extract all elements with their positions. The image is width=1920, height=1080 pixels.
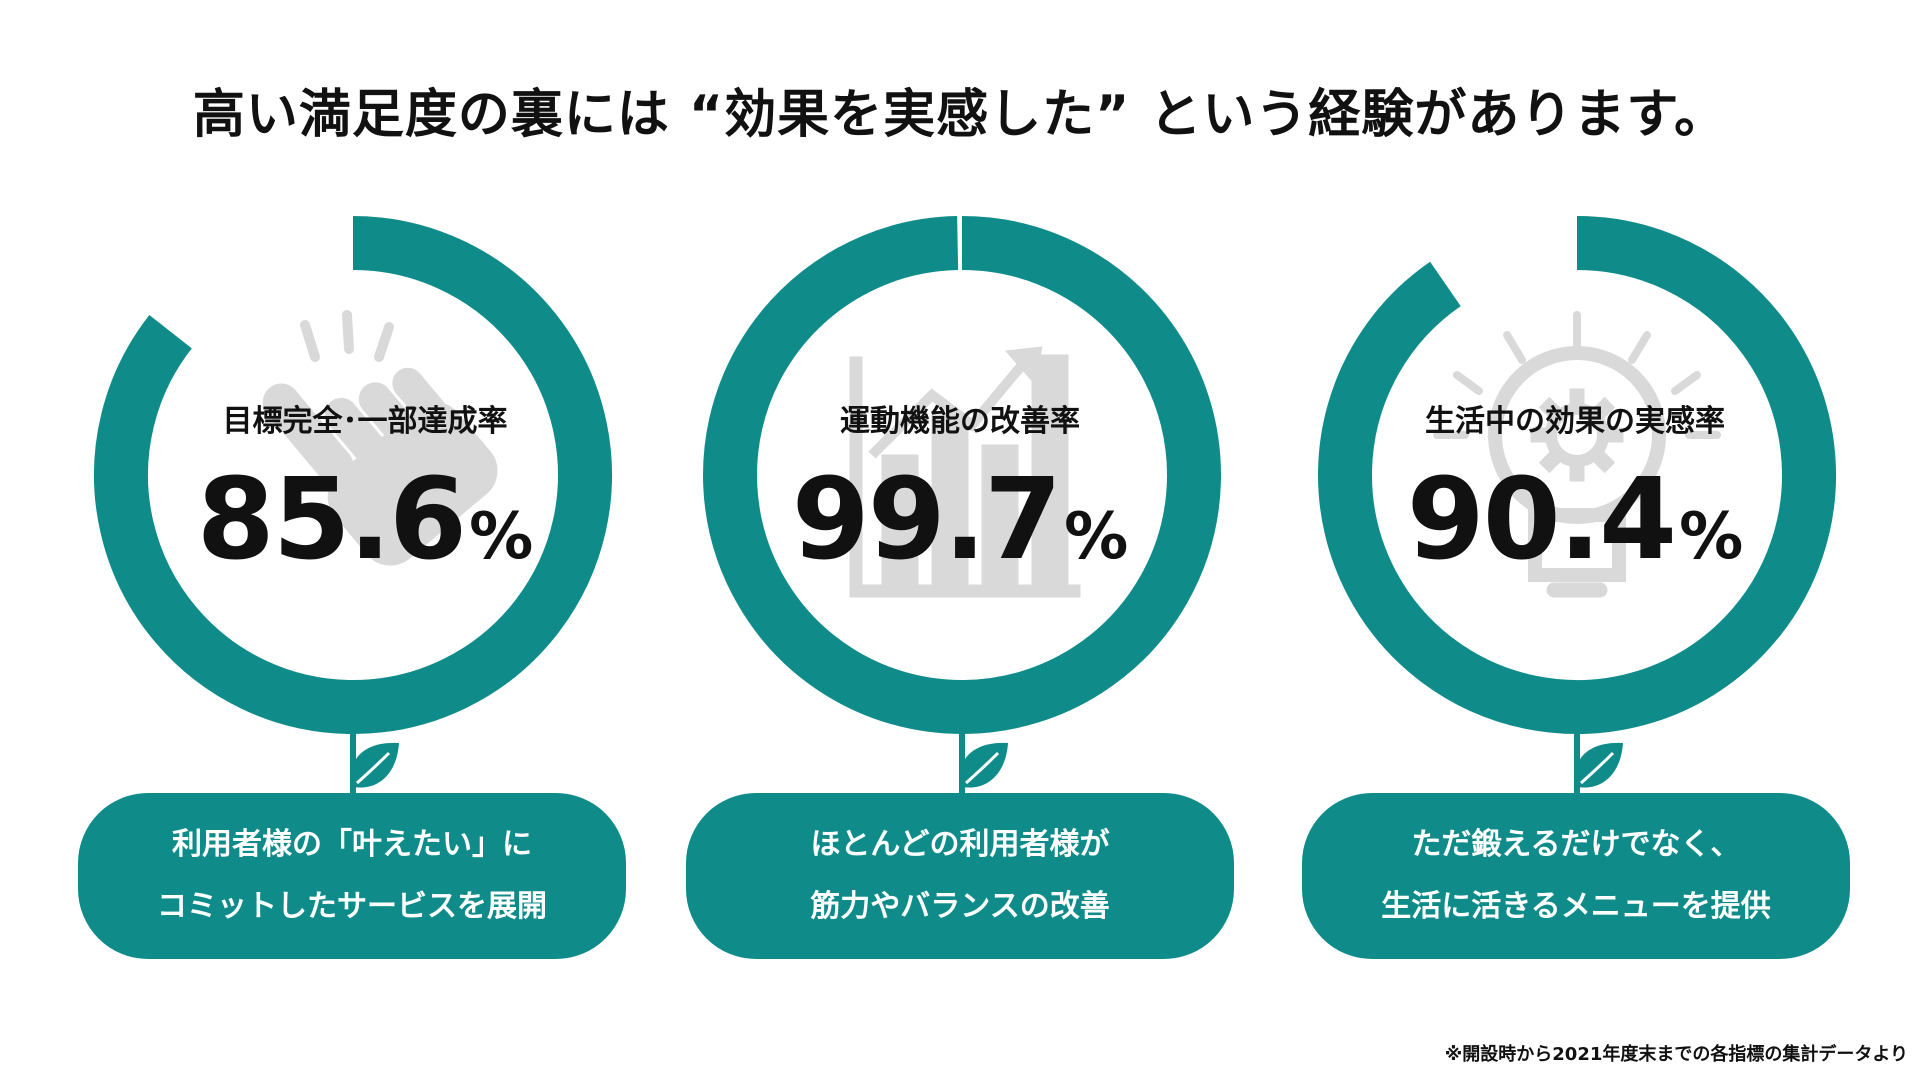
donut-ring xyxy=(1318,216,1836,734)
donut-ring xyxy=(94,216,612,734)
caption-pill: ただ鍛えるだけでなく、 生活に活きるメニューを提供 xyxy=(1302,793,1850,959)
leaf-icon xyxy=(1575,742,1623,788)
caption-line: コミットしたサービスを展開 xyxy=(157,889,547,924)
metric-value: 85.6% xyxy=(145,455,585,585)
metric-unit: % xyxy=(469,500,534,574)
footnote: ※開設時から2021年度末までの各指標の集計データより xyxy=(1444,1044,1908,1065)
metric-number: 85.6 xyxy=(196,455,467,585)
caption-line: 筋力やバランスの改善 xyxy=(810,889,1110,924)
page-title: 高い満足度の裏には “効果を実感した” という経験があります。 xyxy=(192,85,1728,145)
caption-line: 生活に活きるメニューを提供 xyxy=(1381,889,1771,924)
metric-value: 90.4% xyxy=(1355,455,1795,585)
hand-tap-icon xyxy=(262,310,498,566)
leaf-icon xyxy=(960,742,1008,788)
metric-value: 99.7% xyxy=(740,455,1180,585)
metric-number: 90.4 xyxy=(1406,455,1677,585)
caption-pill: ほとんどの利用者様が 筋力やバランスの改善 xyxy=(686,793,1234,959)
caption-line: 利用者様の「叶えたい」に xyxy=(172,827,532,862)
caption-pill: 利用者様の「叶えたい」に コミットしたサービスを展開 xyxy=(78,793,626,959)
metric-label: 目標完全･一部達成率 xyxy=(222,404,508,439)
metric-label: 運動機能の改善率 xyxy=(840,404,1080,439)
lightbulb-gear-icon xyxy=(1433,311,1721,598)
leaf-icon xyxy=(351,742,399,788)
metric-number: 99.7 xyxy=(791,455,1062,585)
metric-unit: % xyxy=(1679,500,1744,574)
growth-chart-icon xyxy=(849,346,1081,598)
caption-line: ほとんどの利用者様が xyxy=(810,827,1110,862)
metric-label: 生活中の効果の実感率 xyxy=(1425,404,1725,439)
caption-line: ただ鍛えるだけでなく、 xyxy=(1411,827,1741,862)
donut-ring xyxy=(703,216,1221,734)
metric-unit: % xyxy=(1064,500,1129,574)
